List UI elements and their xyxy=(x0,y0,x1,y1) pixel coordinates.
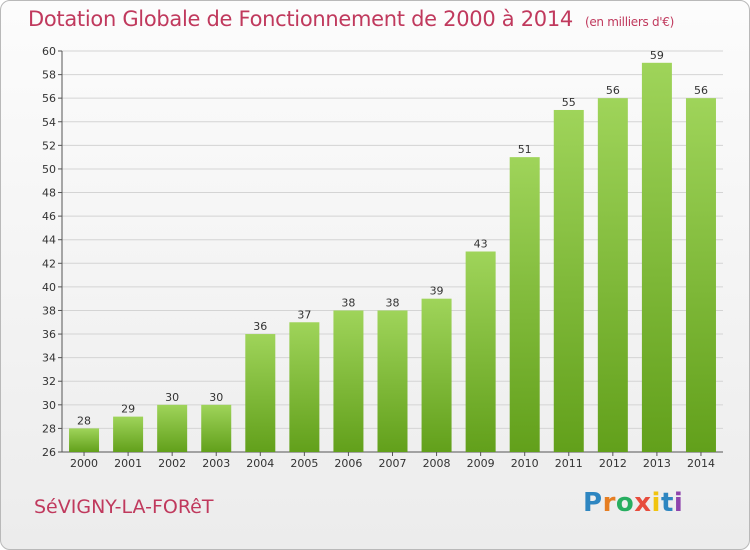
bar xyxy=(157,404,188,452)
bar-value-label: 38 xyxy=(386,296,400,309)
bar xyxy=(333,310,364,452)
x-tick-label: 2003 xyxy=(202,457,230,470)
bar xyxy=(69,428,100,452)
bar-value-label: 56 xyxy=(606,84,620,97)
y-tick-label: 38 xyxy=(42,304,56,317)
y-tick-label: 50 xyxy=(42,163,56,176)
bar xyxy=(377,310,408,452)
bar xyxy=(201,404,232,452)
bar-value-label: 37 xyxy=(297,308,311,321)
y-tick-label: 56 xyxy=(42,92,56,105)
bar-value-label: 38 xyxy=(341,296,355,309)
x-tick-label: 2014 xyxy=(687,457,715,470)
bar-value-label: 43 xyxy=(474,238,488,251)
y-tick-label: 36 xyxy=(42,328,56,341)
bar-value-label: 51 xyxy=(518,143,532,156)
bar xyxy=(289,322,320,452)
y-tick-label: 30 xyxy=(42,399,56,412)
bar xyxy=(641,62,672,452)
x-tick-label: 2006 xyxy=(334,457,362,470)
chart-unit: (en milliers d'€) xyxy=(584,15,674,29)
bar-value-label: 28 xyxy=(77,414,91,427)
bar-value-label: 39 xyxy=(430,285,444,298)
x-tick-label: 2009 xyxy=(467,457,495,470)
bar xyxy=(113,416,144,452)
y-tick-label: 58 xyxy=(42,69,56,82)
x-tick-label: 2010 xyxy=(511,457,539,470)
x-tick-label: 2012 xyxy=(599,457,627,470)
y-tick-label: 34 xyxy=(42,352,56,365)
x-tick-label: 2001 xyxy=(114,457,142,470)
y-tick-label: 48 xyxy=(42,187,56,200)
y-tick-label: 46 xyxy=(42,210,56,223)
y-tick-label: 26 xyxy=(42,446,56,459)
bar-value-label: 29 xyxy=(121,403,135,416)
chart-title-text: Dotation Globale de Fonctionnement de 20… xyxy=(28,7,573,31)
city-name: SéVIGNY-LA-FORêT xyxy=(34,496,214,518)
x-tick-label: 2000 xyxy=(70,457,98,470)
bar-value-label: 59 xyxy=(650,49,664,62)
bar xyxy=(553,109,584,453)
x-tick-label: 2008 xyxy=(423,457,451,470)
bar xyxy=(421,298,452,452)
bar xyxy=(245,334,276,452)
tick-labels: 26 28 30 32 34 36 38 40 42 44 46 48 50 52 54 56 58 60 2000… xyxy=(42,45,715,470)
bars xyxy=(69,62,716,453)
proxiti-logo[interactable]: Proxiti xyxy=(583,488,684,518)
bar-value-label: 36 xyxy=(253,320,267,333)
bar-value-label: 56 xyxy=(694,84,708,97)
x-tick-label: 2013 xyxy=(643,457,671,470)
y-tick-label: 40 xyxy=(42,281,56,294)
y-tick-label: 42 xyxy=(42,257,56,270)
bar xyxy=(597,98,628,453)
y-tick-label: 52 xyxy=(42,139,56,152)
y-tick-label: 32 xyxy=(42,375,56,388)
x-tick-label: 2007 xyxy=(379,457,407,470)
y-tick-label: 60 xyxy=(42,45,56,58)
y-tick-label: 28 xyxy=(42,422,56,435)
bar-value-label: 30 xyxy=(209,391,223,404)
bar-value-label: 30 xyxy=(165,391,179,404)
chart-title: Dotation Globale de Fonctionnement de 20… xyxy=(28,7,674,31)
x-tick-label: 2005 xyxy=(290,457,318,470)
bar-value-label: 55 xyxy=(562,96,576,109)
x-tick-label: 2002 xyxy=(158,457,186,470)
bar xyxy=(509,157,540,452)
y-tick-label: 44 xyxy=(42,234,56,247)
value-labels: 28 29 30 30 36 37 38 38 39 43 51 55 56 59 56 xyxy=(77,49,708,428)
y-tick-label: 54 xyxy=(42,116,56,129)
x-tick-label: 2011 xyxy=(555,457,583,470)
bar xyxy=(465,251,496,452)
bar xyxy=(685,98,716,453)
x-tick-label: 2004 xyxy=(246,457,274,470)
